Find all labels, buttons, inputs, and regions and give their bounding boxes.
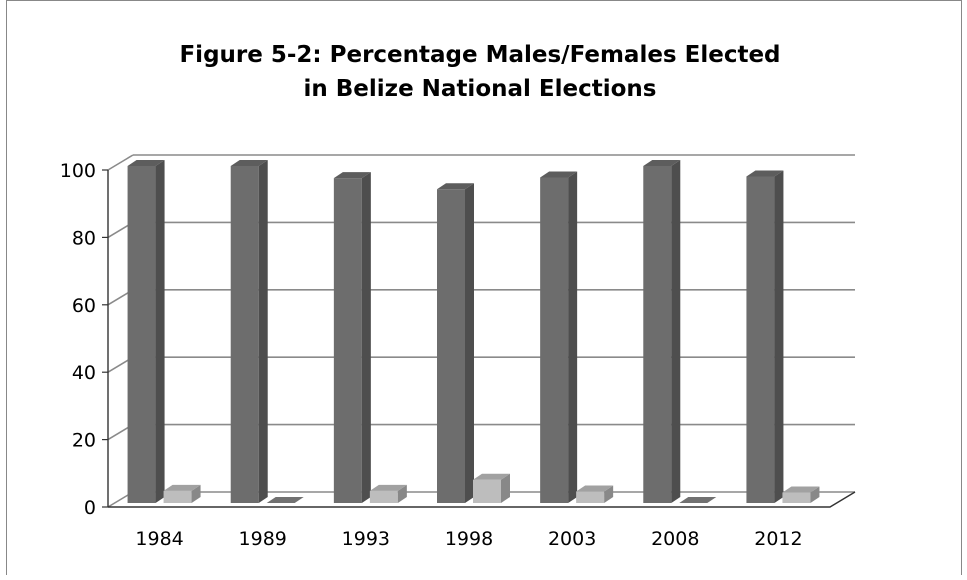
bar <box>746 176 775 503</box>
bar <box>333 178 362 503</box>
bar <box>127 166 156 503</box>
bar-side <box>155 160 165 503</box>
x-axis <box>108 491 856 508</box>
bar-side <box>671 160 681 503</box>
y-tick-label: 20 <box>72 430 96 452</box>
x-tick-labels: 1984 1989 1993 1998 2003 2008 2012 <box>135 528 802 550</box>
gridlines <box>107 154 855 508</box>
chart-title-line-1: Figure 5-2: Percentage Males/Females Ele… <box>179 42 781 68</box>
bar <box>369 490 398 503</box>
x-tick-label: 2003 <box>548 528 596 550</box>
bar-side <box>568 171 578 503</box>
x-tick-label: 1989 <box>239 528 287 550</box>
bar-side <box>191 484 201 503</box>
bar-side <box>501 473 510 503</box>
y-tick-label: 0 <box>84 497 96 519</box>
gridline-depth <box>107 154 134 171</box>
bar-side <box>810 486 820 503</box>
chart-border <box>6 0 962 580</box>
x-tick-label: 1984 <box>135 528 183 550</box>
y-tick-label: 100 <box>60 160 96 182</box>
bar-side <box>774 170 784 503</box>
bar-side <box>361 172 371 503</box>
bar <box>540 177 569 503</box>
chart-title: Figure 5-2: Percentage Males/Females Ele… <box>120 38 840 106</box>
bar <box>437 189 465 504</box>
bar-top <box>230 160 268 166</box>
y-tick-label: 40 <box>72 362 96 384</box>
y-tick-labels: 0 20 40 60 80 100 <box>60 160 96 519</box>
bar-top <box>437 183 474 190</box>
x-tick-label: 2008 <box>651 528 699 550</box>
y-tick-label: 60 <box>72 295 96 317</box>
bar <box>230 166 259 503</box>
bar-top <box>333 172 371 179</box>
bar-top <box>540 171 578 178</box>
bar-side <box>604 485 614 503</box>
bar <box>163 490 192 503</box>
bar-top <box>782 486 820 493</box>
bar-side <box>397 484 407 503</box>
bar-top <box>266 497 304 503</box>
bar <box>643 166 672 503</box>
bar <box>576 491 605 503</box>
bar-top <box>127 160 165 166</box>
bar-top <box>473 473 510 480</box>
bars <box>127 160 820 504</box>
bar-side <box>465 183 474 504</box>
x-tick-label: 1998 <box>445 528 493 550</box>
axes <box>102 169 856 508</box>
bar-top <box>679 497 717 503</box>
bar <box>782 492 811 503</box>
bar-top <box>576 485 614 492</box>
bar-top <box>163 484 201 491</box>
bar-top <box>369 484 407 491</box>
y-tick-label: 80 <box>72 227 96 249</box>
bar <box>473 479 501 503</box>
x-tick-label: 2012 <box>754 528 802 550</box>
x-tick-label: 1993 <box>342 528 390 550</box>
chart-title-line-2: in Belize National Elections <box>303 76 657 102</box>
bar-side <box>258 160 268 503</box>
bar-top <box>643 160 681 166</box>
bar-top <box>746 170 784 177</box>
